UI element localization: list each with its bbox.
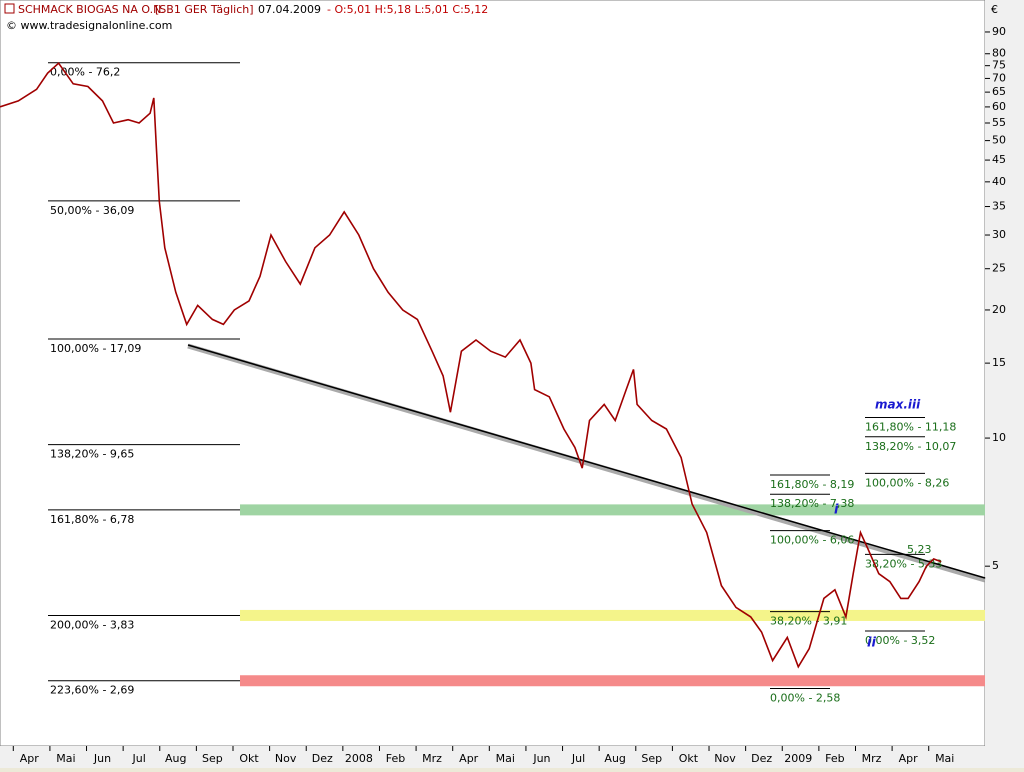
fib-label: 138,20% - 9,65 xyxy=(50,448,134,461)
x-tick-label: Feb xyxy=(386,752,405,765)
level-band xyxy=(240,609,985,621)
y-tick-label: 40 xyxy=(992,175,1006,188)
y-tick-label: 45 xyxy=(992,153,1006,166)
x-tick-label: 2008 xyxy=(345,752,373,765)
x-tick-label: Okt xyxy=(679,752,699,765)
x-tick-label: Nov xyxy=(714,752,736,765)
x-tick-label: Aug xyxy=(604,752,625,765)
y-tick-label: 70 xyxy=(992,71,1006,84)
trendline xyxy=(187,344,986,579)
x-tick-label: Mai xyxy=(496,752,515,765)
wave-label: i xyxy=(834,503,839,518)
fib-label: 138,20% - 7,38 xyxy=(770,497,854,510)
x-axis-area xyxy=(0,746,985,768)
fib-label: 50,00% - 36,09 xyxy=(50,204,134,217)
x-tick-label: Jul xyxy=(132,752,146,765)
x-tick-label: Apr xyxy=(20,752,40,765)
x-tick-label: Mrz xyxy=(862,752,882,765)
fib-label: 100,00% - 6,06 xyxy=(770,534,854,547)
fib-label: 161,80% - 11,18 xyxy=(865,420,956,433)
y-tick-label: 25 xyxy=(992,262,1006,275)
y-tick-label: 55 xyxy=(992,116,1006,129)
y-tick-label: 75 xyxy=(992,59,1006,72)
y-tick-label: 50 xyxy=(992,134,1006,147)
ohlc: - O:5,01 H:5,18 L:5,01 C:5,12 xyxy=(327,3,488,16)
x-tick-label: 2009 xyxy=(784,752,812,765)
x-tick-label: Apr xyxy=(459,752,479,765)
x-tick-label: Feb xyxy=(825,752,844,765)
fib-label: 100,00% - 17,09 xyxy=(50,342,141,355)
x-tick-label: Apr xyxy=(899,752,919,765)
level-band xyxy=(240,675,985,687)
fib-label: 161,80% - 8,19 xyxy=(770,478,854,491)
symbol-icon xyxy=(4,3,15,14)
x-tick-label: Jul xyxy=(571,752,585,765)
y-tick-label: 10 xyxy=(992,431,1006,444)
x-tick-label: Mai xyxy=(935,752,954,765)
fib-label: 223,60% - 2,69 xyxy=(50,684,134,697)
x-tick-label: Okt xyxy=(239,752,259,765)
fib-group: 161,80% - 8,19 138,20% - 7,38 100,00% - 6,… xyxy=(770,474,854,704)
fib-label: 38,20% - 3,91 xyxy=(770,615,847,628)
date: 07.04.2009 xyxy=(258,3,321,16)
price-label: 5,23 xyxy=(907,543,932,556)
fib-label: 0,00% - 3,52 xyxy=(865,634,935,647)
x-tick-label: Mrz xyxy=(422,752,442,765)
x-tick-label: Nov xyxy=(275,752,297,765)
fib-label: 100,00% - 8,26 xyxy=(865,476,949,489)
x-tick-label: Aug xyxy=(165,752,186,765)
fib-label: 200,00% - 3,83 xyxy=(50,618,134,631)
trendline-shadow xyxy=(187,343,986,583)
x-tick-label: Dez xyxy=(751,752,772,765)
fib-label: 38,20% - 5,33 xyxy=(865,557,942,570)
y-axis-area xyxy=(985,0,1024,768)
x-tick-label: Sep xyxy=(641,752,662,765)
chart-title: SCHMACK BIOGAS NA O.N. xyxy=(18,3,165,16)
y-tick-label: 35 xyxy=(992,200,1006,213)
fib-label: 0,00% - 2,58 xyxy=(770,691,840,704)
y-tick-label: 5 xyxy=(992,559,999,572)
x-tick-label: Mai xyxy=(56,752,75,765)
currency: € xyxy=(991,3,998,16)
x-tick-label: Sep xyxy=(202,752,223,765)
source: © www.tradesignalonline.com xyxy=(6,19,172,32)
plot-area xyxy=(0,0,986,747)
y-tick-label: 15 xyxy=(992,356,1006,369)
y-tick-label: 90 xyxy=(992,25,1006,38)
fib-label: 138,20% - 10,07 xyxy=(865,440,956,453)
wave-label: ii xyxy=(867,636,876,651)
y-tick-label: 20 xyxy=(992,303,1006,316)
price-line xyxy=(0,62,942,669)
symbol: [SB1 GER Täglich] xyxy=(155,3,254,16)
level-band xyxy=(240,504,985,516)
y-tick-label: 60 xyxy=(992,100,1006,113)
x-tick-label: Jun xyxy=(93,752,111,765)
x-tick-label: Dez xyxy=(312,752,333,765)
fib-group: 161,80% - 11,18 138,20% - 10,07 100,00% - … xyxy=(865,416,956,647)
y-tick-label: 80 xyxy=(992,47,1006,60)
x-tick-label: Jun xyxy=(532,752,550,765)
fib-label: 161,80% - 6,78 xyxy=(50,513,134,526)
y-tick-label: 30 xyxy=(992,228,1006,241)
y-tick-label: 65 xyxy=(992,85,1006,98)
wave-label: max.iii xyxy=(875,398,921,412)
fib-label: 0,00% - 76,2 xyxy=(50,66,120,79)
